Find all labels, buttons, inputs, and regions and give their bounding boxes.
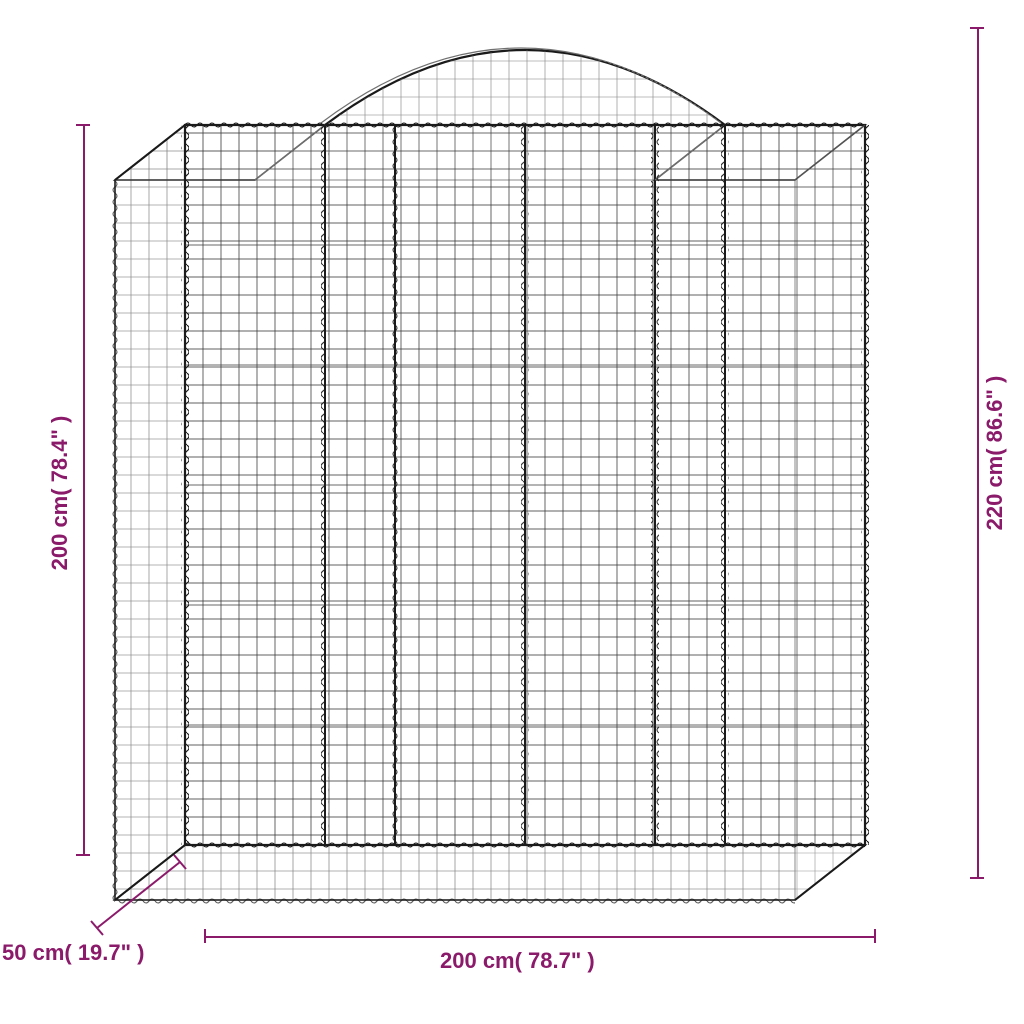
dim-tick (970, 877, 984, 879)
dim-label-width: 200 cm( 78.7" ) (440, 948, 595, 974)
dim-label-height-high: 220 cm( 86.6" ) (982, 363, 1008, 543)
dim-tick (204, 929, 206, 943)
bottom-face (115, 845, 865, 900)
dim-label-depth: 50 cm( 19.7" ) (2, 940, 145, 966)
dim-label-height-low: 200 cm( 78.4" ) (47, 403, 73, 583)
dim-tick (874, 929, 876, 943)
dim-tick (970, 27, 984, 29)
dim-line-height-low (83, 125, 85, 855)
arch-back (321, 48, 725, 125)
dim-line-width (205, 936, 875, 938)
dim-tick (76, 124, 90, 126)
dim-line-height-high (977, 28, 979, 878)
gabion-basket-image (95, 25, 895, 925)
left-side-face (115, 125, 185, 900)
dim-tick (76, 854, 90, 856)
